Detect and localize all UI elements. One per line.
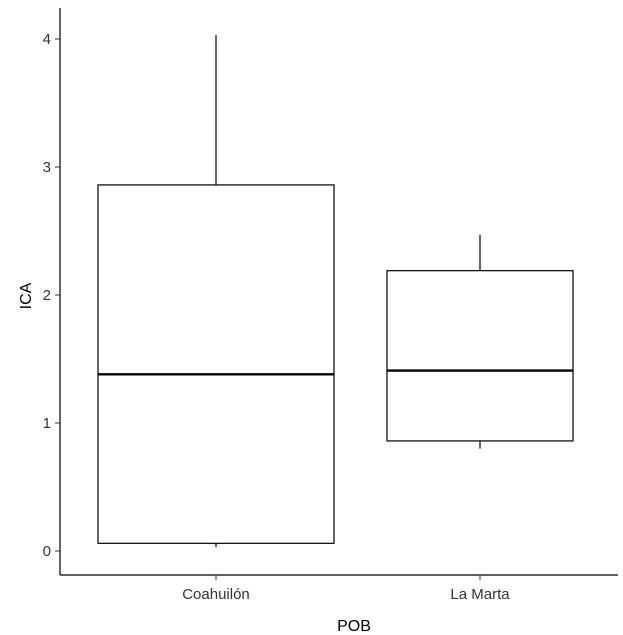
y-tick-label: 4 <box>43 31 51 48</box>
y-axis-title: ICA <box>18 282 35 309</box>
y-tick-label: 2 <box>43 287 51 304</box>
y-tick-label: 1 <box>43 415 51 432</box>
boxes <box>97 35 574 548</box>
iqr-box <box>97 184 335 544</box>
x-axis-title: POB <box>337 618 371 635</box>
y-tick-label: 0 <box>43 543 51 560</box>
box-coahuilon <box>97 35 335 548</box>
y-ticks: 0 1 2 3 4 <box>43 31 60 560</box>
y-axis: 0 1 2 3 4 <box>43 8 61 575</box>
y-tick-label: 3 <box>43 159 51 176</box>
iqr-box <box>386 270 574 442</box>
x-ticks: Coahuilón La Marta <box>182 575 510 603</box>
box-la-marta <box>386 234 574 449</box>
x-tick-label: Coahuilón <box>182 586 250 603</box>
x-axis: Coahuilón La Marta <box>60 574 618 603</box>
x-tick-label: La Marta <box>450 586 510 603</box>
